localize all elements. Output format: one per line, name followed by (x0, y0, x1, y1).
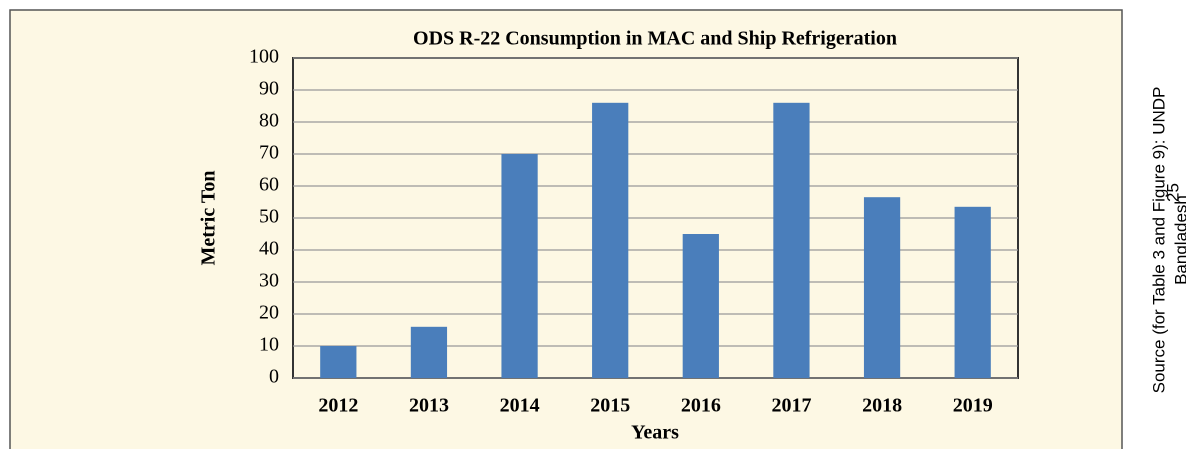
y-tick-label: 100 (249, 46, 279, 68)
x-tick-label: 2016 (681, 395, 721, 417)
source-line: Bangladesh (1171, 195, 1186, 285)
y-tick-label: 60 (259, 174, 279, 196)
chart-title: ODS R-22 Consumption in MAC and Ship Ref… (413, 28, 897, 50)
y-tick-label: 30 (259, 270, 279, 292)
bar (682, 234, 719, 378)
x-tick-label: 2018 (862, 395, 902, 417)
bar (410, 326, 448, 378)
source-line: Source (for Table 3 and Figure 9): UNDP (1149, 87, 1168, 394)
y-tick-label: 70 (259, 142, 279, 164)
y-tick-label: 40 (259, 238, 279, 260)
x-tick-label: 2019 (953, 395, 993, 417)
x-axis-label: Years (631, 422, 679, 444)
y-tick-label: 0 (269, 366, 279, 388)
bar (501, 154, 538, 378)
x-tick-label: 2014 (500, 395, 540, 417)
source-superscript: 25 (1163, 183, 1182, 202)
x-tick-label: 2017 (771, 395, 811, 417)
bar (954, 206, 991, 378)
y-tick-label: 20 (259, 302, 279, 324)
x-tick-label: 2012 (318, 395, 358, 417)
y-tick-label: 80 (259, 110, 279, 132)
y-axis-label: Metric Ton (198, 171, 220, 266)
bar (320, 346, 357, 378)
bar (863, 197, 901, 378)
bar (592, 102, 629, 379)
x-tick-label: 2013 (409, 395, 449, 417)
bar (773, 102, 810, 379)
chart-frame (9, 9, 1123, 449)
source-note: Source (for Table 3 and Figure 9): UNDP … (1149, 87, 1186, 394)
x-tick-label: 2015 (590, 395, 630, 417)
y-tick-label: 50 (259, 206, 279, 228)
y-tick-label: 10 (259, 334, 279, 356)
y-tick-label: 90 (259, 78, 279, 100)
